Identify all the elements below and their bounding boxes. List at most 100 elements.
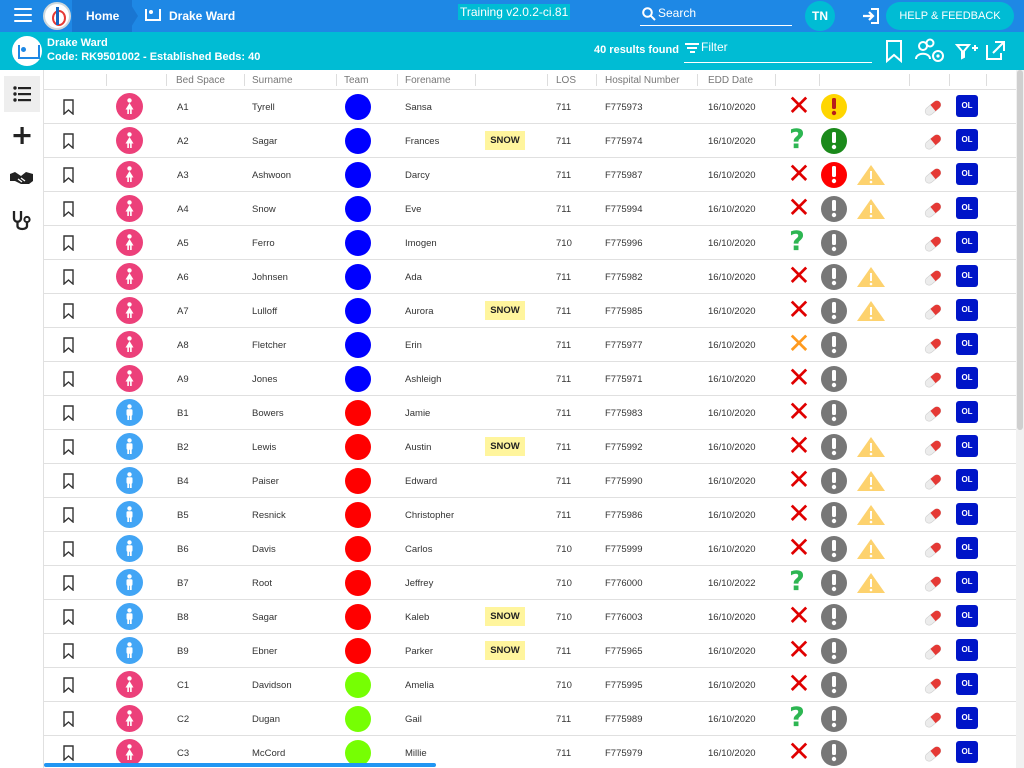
medication-icon[interactable] [921, 334, 945, 358]
bookmark-icon[interactable] [63, 677, 74, 694]
warning-icon[interactable] [856, 164, 886, 186]
logout-icon[interactable] [861, 8, 879, 24]
status-cross-icon[interactable]: ✕ [787, 667, 811, 700]
bookmark-icon[interactable] [63, 575, 74, 592]
status-cross-icon[interactable]: ✕ [787, 735, 811, 768]
medication-icon[interactable] [921, 708, 945, 732]
order-list-button[interactable]: OL [956, 741, 978, 763]
order-list-button[interactable]: OL [956, 673, 978, 695]
warning-icon[interactable] [856, 198, 886, 220]
staff-settings-icon[interactable] [914, 37, 946, 65]
alert-icon[interactable] [821, 128, 847, 154]
header-hospital-number[interactable]: Hospital Number [605, 75, 680, 86]
header-los[interactable]: LOS [556, 75, 577, 86]
alert-icon[interactable] [821, 162, 847, 188]
medication-icon[interactable] [921, 504, 945, 528]
table-row[interactable]: A7 Lulloff Aurora SNOW 711 F775985 16/10/2020 ✕… [44, 294, 1016, 328]
bookmark-icon[interactable] [63, 745, 74, 762]
breadcrumb-ward[interactable]: Drake Ward [145, 0, 235, 32]
user-avatar[interactable]: TN [805, 1, 835, 31]
warning-icon[interactable] [856, 504, 886, 526]
order-list-button[interactable]: OL [956, 367, 978, 389]
alert-icon[interactable] [821, 570, 847, 596]
order-list-button[interactable]: OL [956, 265, 978, 287]
table-row[interactable]: B5 Resnick Christopher 711 F775986 16/10/2020… [44, 498, 1016, 532]
bookmark-icon[interactable] [63, 541, 74, 558]
status-cross-icon[interactable]: ✕ [787, 497, 811, 530]
status-cross-icon[interactable]: ✕ [787, 157, 811, 190]
bookmark-icon[interactable] [63, 269, 74, 286]
order-list-button[interactable]: OL [956, 469, 978, 491]
order-list-button[interactable]: OL [956, 129, 978, 151]
order-list-button[interactable]: OL [956, 639, 978, 661]
medication-icon[interactable] [921, 130, 945, 154]
table-row[interactable]: A9 Jones Ashleigh 711 F775971 16/10/2020 ✕ OL [44, 362, 1016, 396]
table-row[interactable]: A5 Ferro Imogen 710 F775996 16/10/2020? OL [44, 226, 1016, 260]
scrollbar-thumb[interactable] [1017, 70, 1023, 430]
order-list-button[interactable]: OL [956, 503, 978, 525]
status-cross-icon[interactable]: ✕ [787, 89, 811, 122]
status-cross-icon[interactable]: ✕ [787, 327, 811, 360]
table-row[interactable]: A3 Ashwoon Darcy 711 F775987 16/10/2020 ✕ OL [44, 158, 1016, 192]
header-forename[interactable]: Forename [405, 75, 451, 86]
handshake-icon[interactable] [4, 160, 40, 196]
warning-icon[interactable] [856, 572, 886, 594]
alert-icon[interactable] [821, 366, 847, 392]
status-cross-icon[interactable]: ✕ [787, 395, 811, 428]
medication-icon[interactable] [921, 742, 945, 766]
order-list-button[interactable]: OL [956, 401, 978, 423]
table-row[interactable]: C2 Dugan Gail 711 F775989 16/10/2020? OL [44, 702, 1016, 736]
status-cross-icon[interactable]: ✕ [787, 463, 811, 496]
bookmark-icon[interactable] [63, 167, 74, 184]
order-list-button[interactable]: OL [956, 163, 978, 185]
order-list-button[interactable]: OL [956, 537, 978, 559]
open-external-icon[interactable] [982, 37, 1010, 65]
alert-icon[interactable] [821, 332, 847, 358]
table-row[interactable]: C1 Davidson Amelia 710 F775995 16/10/2020 ✕ OL [44, 668, 1016, 702]
status-cross-icon[interactable]: ✕ [787, 259, 811, 292]
header-edd-date[interactable]: EDD Date [708, 75, 754, 86]
order-list-button[interactable]: OL [956, 707, 978, 729]
order-list-button[interactable]: OL [956, 605, 978, 627]
filter-input[interactable]: Filter [684, 39, 872, 63]
alert-icon[interactable] [821, 740, 847, 766]
table-row[interactable]: B4 Paiser Edward 711 F775990 16/10/2020 ✕ OL [44, 464, 1016, 498]
alert-icon[interactable] [821, 638, 847, 664]
status-question-icon[interactable]: ? [789, 566, 805, 597]
medication-icon[interactable] [921, 572, 945, 596]
alert-icon[interactable] [821, 604, 847, 630]
alert-icon[interactable] [821, 672, 847, 698]
header-team[interactable]: Team [344, 75, 369, 86]
warning-icon[interactable] [856, 436, 886, 458]
table-row[interactable]: A2 Sagar Frances SNOW 711 F775974 16/10/2020? O… [44, 124, 1016, 158]
medication-icon[interactable] [921, 538, 945, 562]
search-input[interactable]: Search [640, 3, 792, 26]
table-row[interactable]: B6 Davis Carlos 710 F775999 16/10/2020 ✕ OL [44, 532, 1016, 566]
alert-icon[interactable] [821, 706, 847, 732]
status-question-icon[interactable]: ? [789, 702, 805, 733]
warning-icon[interactable] [856, 470, 886, 492]
order-list-button[interactable]: OL [956, 231, 978, 253]
horizontal-scrollbar[interactable] [44, 763, 436, 767]
medication-icon[interactable] [921, 164, 945, 188]
table-row[interactable]: A6 Johnsen Ada 711 F775982 16/10/2020 ✕ OL [44, 260, 1016, 294]
table-row[interactable]: B9 Ebner Parker SNOW 711 F775965 16/10/2020 ✕ OL [44, 634, 1016, 668]
table-row[interactable]: A4 Snow Eve 711 F775994 16/10/2020 ✕ OL [44, 192, 1016, 226]
alert-icon[interactable] [821, 298, 847, 324]
medication-icon[interactable] [921, 232, 945, 256]
medication-icon[interactable] [921, 300, 945, 324]
order-list-button[interactable]: OL [956, 95, 978, 117]
warning-icon[interactable] [856, 300, 886, 322]
medication-icon[interactable] [921, 266, 945, 290]
order-list-button[interactable]: OL [956, 299, 978, 321]
order-list-button[interactable]: OL [956, 197, 978, 219]
order-list-button[interactable]: OL [956, 435, 978, 457]
stethoscope-icon[interactable] [4, 202, 40, 238]
table-row[interactable]: B7 Root Jeffrey 710 F776000 16/10/2022? OL [44, 566, 1016, 600]
table-row[interactable]: B2 Lewis Austin SNOW 711 F775992 16/10/2020 ✕ OL [44, 430, 1016, 464]
status-cross-icon[interactable]: ✕ [787, 361, 811, 394]
alert-icon[interactable] [821, 230, 847, 256]
header-bed-space[interactable]: Bed Space [176, 75, 225, 86]
bookmark-icon[interactable] [63, 711, 74, 728]
status-cross-icon[interactable]: ✕ [787, 599, 811, 632]
